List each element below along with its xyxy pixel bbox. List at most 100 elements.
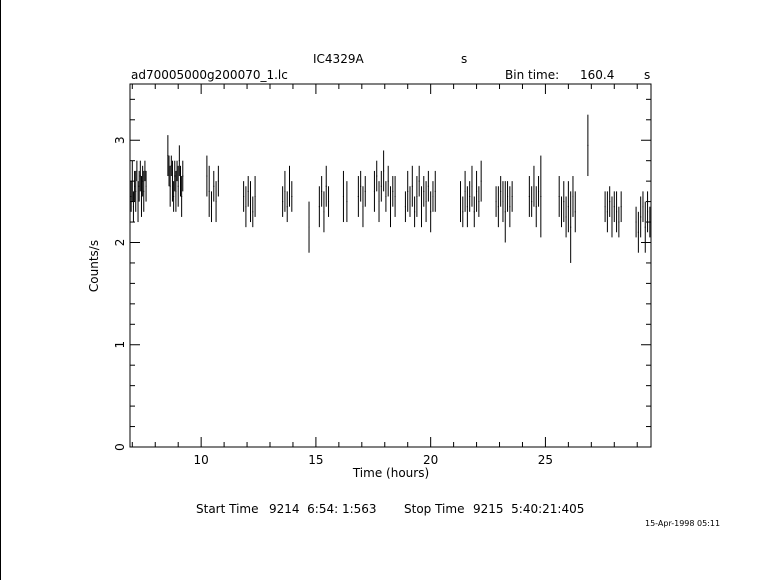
data-point <box>291 181 293 212</box>
x-tick-label: 20 <box>423 453 438 467</box>
data-point <box>618 206 620 238</box>
data-point <box>466 186 468 228</box>
data-point <box>414 196 416 228</box>
data-point <box>182 160 184 192</box>
data-point <box>471 165 473 207</box>
data-point <box>504 181 506 243</box>
data-point <box>168 155 170 187</box>
data-point <box>502 181 504 223</box>
data-point <box>572 176 574 217</box>
data-point <box>538 176 540 207</box>
data-point <box>476 170 478 212</box>
data-point <box>606 191 608 233</box>
plot-frame <box>129 83 652 448</box>
data-point <box>286 191 288 223</box>
y-tick-label: 0 <box>113 443 127 451</box>
data-point <box>540 155 542 238</box>
data-point <box>385 181 387 212</box>
data-point <box>289 165 291 207</box>
data-point <box>176 160 178 182</box>
data-point <box>425 181 427 223</box>
data-point <box>346 181 348 223</box>
data-point <box>416 176 418 217</box>
stop-time-value: 9215 5:40:21:405 <box>473 502 585 516</box>
data-point <box>177 165 179 207</box>
object-name: IC4329A <box>313 52 364 66</box>
x-tick-label: 15 <box>308 453 323 467</box>
data-point <box>507 181 509 212</box>
data-point <box>173 181 175 212</box>
data-point <box>138 170 140 202</box>
date-stamp: 15-Apr-1998 05:11 <box>645 519 721 528</box>
data-point <box>480 160 482 202</box>
data-point <box>616 191 618 233</box>
data-point <box>174 160 176 192</box>
data-point <box>478 186 480 217</box>
data-point <box>210 191 212 223</box>
data-point <box>136 160 138 182</box>
data-point <box>167 135 169 177</box>
x-axis-label: Time (hours) <box>352 466 429 480</box>
data-point <box>613 191 615 223</box>
data-point <box>383 150 385 192</box>
data-point <box>342 170 344 223</box>
y-tick-label: 3 <box>113 136 127 144</box>
data-point <box>620 191 622 223</box>
data-point <box>357 176 359 217</box>
data-point <box>373 170 375 212</box>
data-point <box>387 165 389 197</box>
data-point <box>179 165 182 197</box>
data-point <box>245 186 247 228</box>
bin-time-label: Bin time: <box>505 68 560 82</box>
data-point <box>423 176 425 207</box>
data-point <box>404 191 406 223</box>
data-point <box>318 186 320 228</box>
data-point <box>497 186 499 228</box>
y-tick-label: 2 <box>113 239 127 247</box>
data-point <box>459 181 462 223</box>
file-name: ad70005000g200070_1.lc <box>131 68 288 82</box>
data-point <box>247 176 249 207</box>
data-point <box>360 170 362 202</box>
data-point <box>178 145 180 177</box>
data-point <box>364 176 366 207</box>
data-point <box>464 170 466 212</box>
data-point <box>563 181 565 223</box>
data-point <box>217 165 219 197</box>
data-point <box>432 181 434 212</box>
data-point <box>640 196 642 238</box>
data-layer <box>130 114 651 263</box>
data-point <box>409 186 411 217</box>
data-point <box>145 170 147 202</box>
data-point <box>389 186 392 228</box>
data-point <box>642 191 644 223</box>
data-point <box>644 201 646 253</box>
data-point <box>635 206 637 238</box>
data-point <box>208 165 210 217</box>
data-point <box>169 165 171 207</box>
data-point <box>378 181 380 223</box>
data-point <box>434 170 436 212</box>
data-point <box>376 160 378 192</box>
data-point <box>511 181 513 212</box>
data-point <box>528 176 530 217</box>
data-point <box>328 186 330 217</box>
x-tick-label: 25 <box>538 453 553 467</box>
data-point <box>407 170 409 212</box>
data-point <box>142 165 144 197</box>
data-point <box>647 191 649 233</box>
data-point <box>509 186 511 228</box>
data-point <box>533 165 535 207</box>
data-point <box>535 186 537 228</box>
data-point <box>411 165 413 207</box>
data-point <box>567 181 569 233</box>
x-tick-label: 10 <box>194 453 209 467</box>
data-point <box>135 170 137 212</box>
data-point <box>473 196 475 228</box>
data-point <box>495 186 497 217</box>
data-point <box>323 191 325 233</box>
data-point <box>420 186 422 228</box>
data-point <box>252 196 254 228</box>
data-point <box>418 165 420 197</box>
